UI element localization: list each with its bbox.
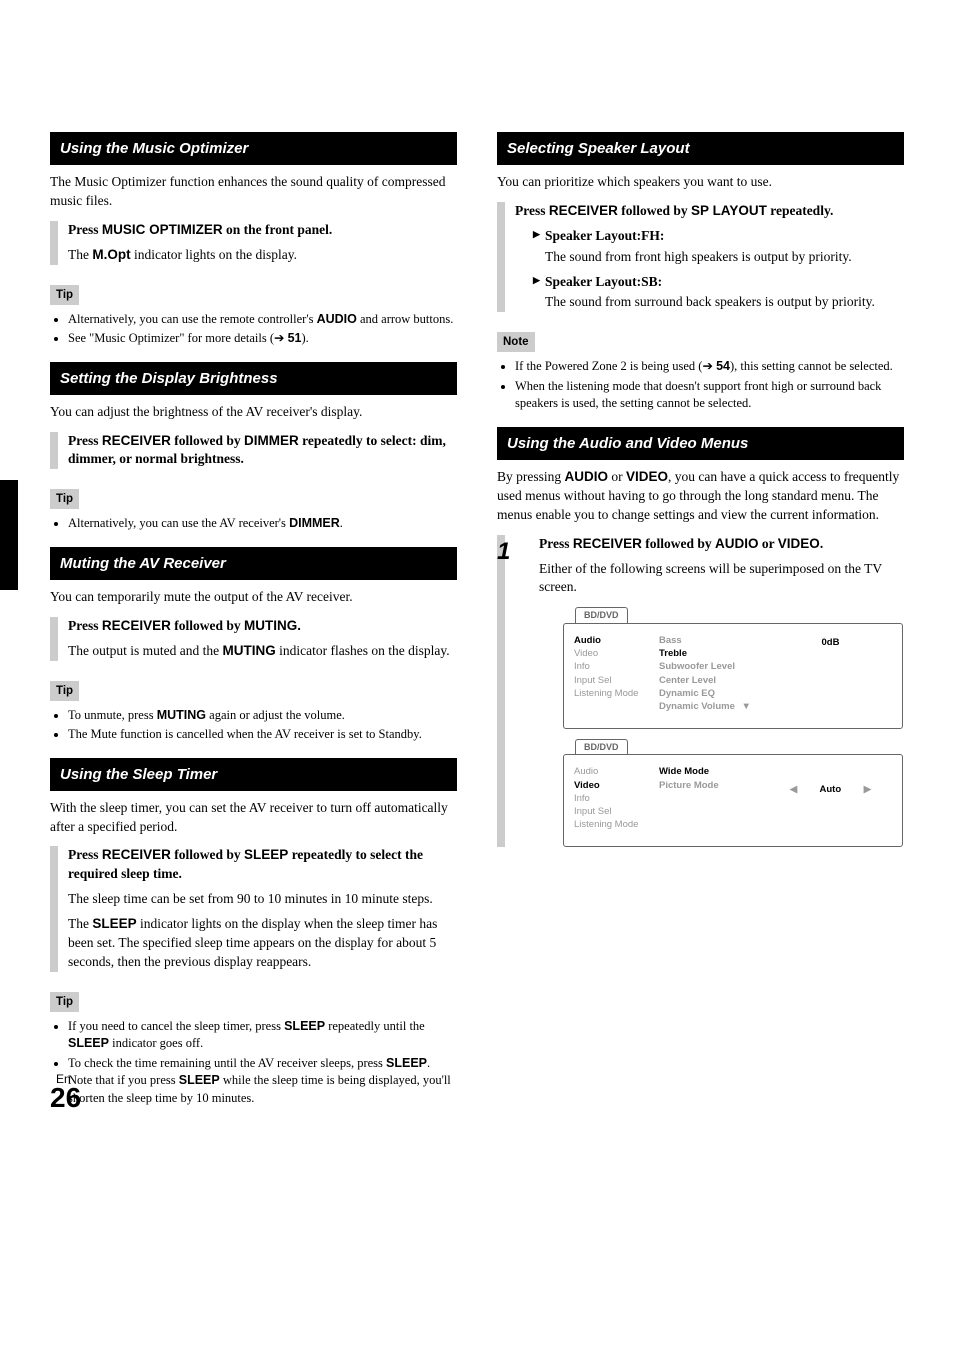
s5-intro: You can prioritize which speakers you wa… — [497, 173, 904, 192]
s4-intro: With the sleep timer, you can set the AV… — [50, 799, 457, 837]
osd-audio: BD/DVD AudioVideoInfoInput SelListening … — [563, 607, 903, 728]
s2-tips: Alternatively, you can use the AV receiv… — [50, 515, 457, 533]
s2-intro: You can adjust the brightness of the AV … — [50, 403, 457, 422]
s5-opt2-label: Speaker Layout:SB: — [533, 273, 904, 292]
s5-note-2: When the listening mode that doesn't sup… — [515, 378, 904, 413]
s4-tips: If you need to cancel the sleep timer, p… — [50, 1018, 457, 1108]
s3-step: Press RECEIVER followed by MUTING. The o… — [50, 617, 457, 661]
s5-opt1-desc: The sound from front high speakers is ou… — [545, 248, 904, 267]
s5-opt1-label: Speaker Layout:FH: — [533, 227, 904, 246]
osd1-tab: BD/DVD — [575, 607, 628, 623]
s3-tip-1: To unmute, press MUTING again or adjust … — [68, 707, 457, 725]
s1-tip-2: See "Music Optimizer" for more details (… — [68, 330, 457, 348]
right-column: Selecting Speaker Layout You can priorit… — [497, 118, 904, 1111]
s2-tip-1: Alternatively, you can use the AV receiv… — [68, 515, 457, 533]
osd1-value: 0dB — [769, 634, 892, 714]
s3-tip-label: Tip — [50, 681, 79, 701]
s3-tip-2: The Mute function is cancelled when the … — [68, 726, 457, 744]
s4-step-line2: The sleep time can be set from 90 to 10 … — [68, 890, 457, 909]
s2-step: Press RECEIVER followed by DIMMER repeat… — [50, 432, 457, 470]
s5-opt2-desc: The sound from surround back speakers is… — [545, 293, 904, 312]
s1-step-line1: Press MUSIC OPTIMIZER on the front panel… — [68, 221, 457, 240]
s1-intro: The Music Optimizer function enhances th… — [50, 173, 457, 211]
s5-note-1: If the Powered Zone 2 is being used (➔ 5… — [515, 358, 904, 376]
section-music-optimizer-title: Using the Music Optimizer — [50, 132, 457, 165]
s2-tip-label: Tip — [50, 489, 79, 509]
s4-tip-1: If you need to cancel the sleep timer, p… — [68, 1018, 457, 1053]
osd1-menu: AudioVideoInfoInput SelListening Mode — [574, 634, 659, 714]
s3-tips: To unmute, press MUTING again or adjust … — [50, 707, 457, 744]
section-speaker-layout-title: Selecting Speaker Layout — [497, 132, 904, 165]
left-column: Using the Music Optimizer The Music Opti… — [50, 118, 457, 1111]
s6-intro: By pressing AUDIO or VIDEO, you can have… — [497, 468, 904, 525]
s3-step-line2: The output is muted and the MUTING indic… — [68, 642, 457, 661]
osd1-options: BassTrebleSubwoofer LevelCenter LevelDyn… — [659, 634, 769, 714]
s5-note-label: Note — [497, 332, 535, 352]
s4-step-line3: The SLEEP indicator lights on the displa… — [68, 915, 457, 972]
nav-right-icon: ▶ — [864, 784, 871, 795]
osd2-menu: AudioVideoInfoInput SelListening Mode — [574, 765, 659, 831]
s6-step-line2: Either of the following screens will be … — [539, 560, 904, 598]
s4-tip-2: To check the time remaining until the AV… — [68, 1055, 457, 1108]
section-sleep-timer-title: Using the Sleep Timer — [50, 758, 457, 791]
s2-step-line1: Press RECEIVER followed by DIMMER repeat… — [68, 432, 457, 470]
s4-tip-label: Tip — [50, 992, 79, 1012]
s1-tip-1: Alternatively, you can use the remote co… — [68, 311, 457, 329]
s1-step-line2: The M.Opt indicator lights on the displa… — [68, 246, 457, 265]
osd1-panel: AudioVideoInfoInput SelListening Mode Ba… — [563, 623, 903, 729]
s3-step-line1: Press RECEIVER followed by MUTING. — [68, 617, 457, 636]
osd2-panel: AudioVideoInfoInput SelListening Mode Wi… — [563, 754, 903, 846]
s4-step: Press RECEIVER followed by SLEEP repeate… — [50, 846, 457, 971]
s5-step: Press RECEIVER followed by SP LAYOUT rep… — [497, 202, 904, 312]
osd2-tab: BD/DVD — [575, 739, 628, 755]
osd2-options: Wide ModePicture Mode — [659, 765, 769, 831]
s4-step-line1: Press RECEIVER followed by SLEEP repeate… — [68, 846, 457, 884]
side-tab — [0, 480, 18, 590]
section-muting-title: Muting the AV Receiver — [50, 547, 457, 580]
osd-video: BD/DVD AudioVideoInfoInput SelListening … — [563, 739, 903, 847]
page-number: 26 — [50, 1078, 81, 1117]
step-number-1: 1 — [497, 535, 525, 563]
s1-tip-label: Tip — [50, 285, 79, 305]
s6-step-line1: Press RECEIVER followed by AUDIO or VIDE… — [539, 535, 904, 554]
section-av-menus-title: Using the Audio and Video Menus — [497, 427, 904, 460]
nav-left-icon: ◀ — [790, 784, 797, 795]
s5-step-line1: Press RECEIVER followed by SP LAYOUT rep… — [515, 202, 904, 221]
s3-intro: You can temporarily mute the output of t… — [50, 588, 457, 607]
osd2-value: ◀ Auto ▶ — [769, 765, 892, 831]
s1-tips: Alternatively, you can use the remote co… — [50, 311, 457, 348]
section-display-brightness-title: Setting the Display Brightness — [50, 362, 457, 395]
s5-notes: If the Powered Zone 2 is being used (➔ 5… — [497, 358, 904, 413]
s1-step: Press MUSIC OPTIMIZER on the front panel… — [50, 221, 457, 265]
s6-step: 1 Press RECEIVER followed by AUDIO or VI… — [497, 535, 904, 847]
